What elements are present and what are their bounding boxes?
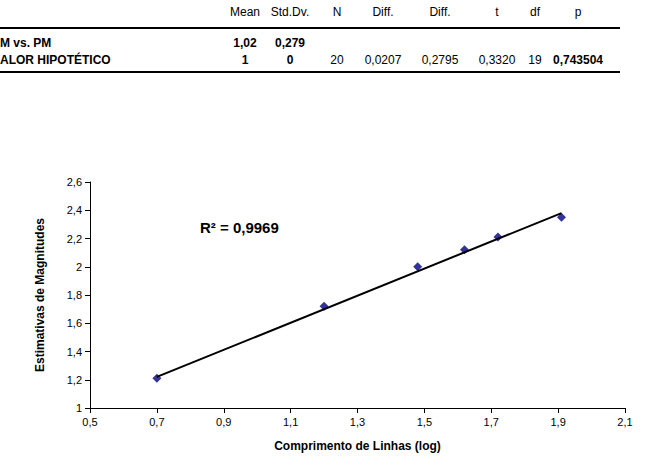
svg-text:0,7: 0,7 <box>149 416 164 428</box>
svg-text:1,4: 1,4 <box>67 346 82 358</box>
svg-text:19: 19 <box>528 53 542 67</box>
svg-text:df: df <box>530 5 541 19</box>
svg-text:Comprimento de Linhas (log): Comprimento de Linhas (log) <box>274 439 441 453</box>
svg-text:0,9: 0,9 <box>216 416 231 428</box>
svg-text:Mean: Mean <box>230 5 260 19</box>
svg-text:t: t <box>495 5 499 19</box>
svg-text:N: N <box>333 5 342 19</box>
svg-text:0,2795: 0,2795 <box>422 53 459 67</box>
svg-text:1: 1 <box>76 402 82 414</box>
svg-text:R² = 0,9969: R² = 0,9969 <box>200 219 279 236</box>
svg-text:p: p <box>575 5 582 19</box>
svg-text:1: 1 <box>242 53 249 67</box>
svg-text:0,3320: 0,3320 <box>479 53 516 67</box>
svg-text:2,6: 2,6 <box>67 176 82 188</box>
svg-text:2: 2 <box>76 261 82 273</box>
svg-text:Estimativas de Magnitudes: Estimativas de Magnitudes <box>33 218 47 372</box>
svg-text:0,5: 0,5 <box>82 416 97 428</box>
svg-text:0,743504: 0,743504 <box>553 53 603 67</box>
svg-text:2,4: 2,4 <box>67 204 82 216</box>
svg-text:1,3: 1,3 <box>350 416 365 428</box>
svg-text:M vs. PM: M vs. PM <box>0 36 51 50</box>
svg-text:1,7: 1,7 <box>484 416 499 428</box>
svg-text:0: 0 <box>287 53 294 67</box>
svg-text:Diff.: Diff. <box>429 5 450 19</box>
svg-text:Std.Dv.: Std.Dv. <box>271 5 309 19</box>
svg-text:1,1: 1,1 <box>283 416 298 428</box>
svg-text:2,1: 2,1 <box>617 416 632 428</box>
svg-text:Diff.: Diff. <box>372 5 393 19</box>
svg-text:1,9: 1,9 <box>550 416 565 428</box>
svg-text:0,0207: 0,0207 <box>365 53 402 67</box>
svg-text:0,279: 0,279 <box>275 36 305 50</box>
svg-text:1,02: 1,02 <box>233 36 257 50</box>
svg-text:2,2: 2,2 <box>67 233 82 245</box>
svg-text:20: 20 <box>330 53 344 67</box>
svg-text:ALOR HIPOTÉTICO: ALOR HIPOTÉTICO <box>0 52 111 67</box>
svg-text:1,2: 1,2 <box>67 374 82 386</box>
svg-text:1,6: 1,6 <box>67 317 82 329</box>
svg-text:1,5: 1,5 <box>417 416 432 428</box>
svg-text:1,8: 1,8 <box>67 289 82 301</box>
